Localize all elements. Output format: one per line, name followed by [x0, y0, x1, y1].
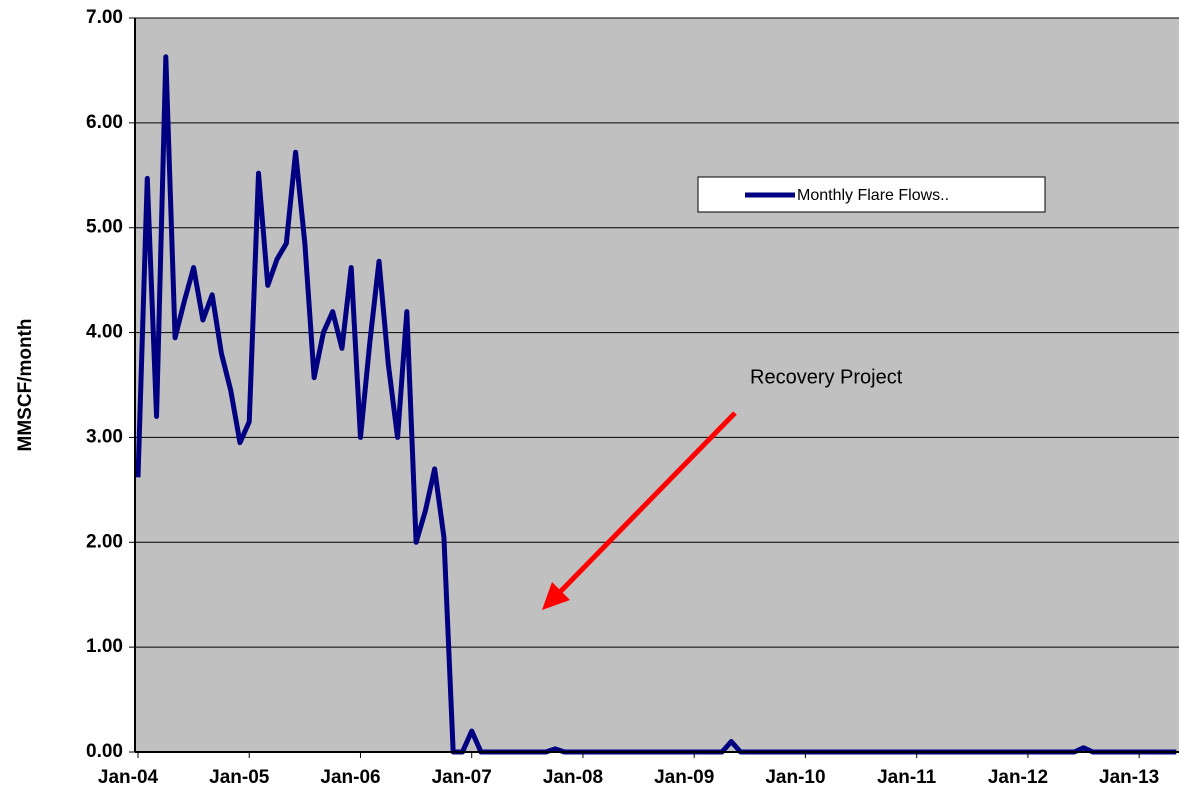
- annotation-arrow: [558, 411, 737, 594]
- legend-label: Monthly Flare Flows..: [797, 187, 949, 204]
- y-tick-label: 6.00: [86, 112, 123, 133]
- x-tick-label: Jan-06: [320, 767, 380, 788]
- y-tick-label: 4.00: [86, 322, 123, 343]
- y-tick-label: 3.00: [86, 426, 123, 447]
- y-axis-label: MMSCF/month: [15, 319, 36, 452]
- x-tick-label: Jan-08: [543, 767, 603, 788]
- x-tick-label: Jan-05: [209, 767, 270, 788]
- y-tick-label: 2.00: [86, 531, 123, 552]
- x-tick-label: Jan-10: [765, 767, 825, 788]
- plot-area: [135, 18, 1179, 752]
- x-tick-label: Jan-13: [1099, 767, 1159, 788]
- x-tick-label: Jan-07: [432, 767, 492, 788]
- y-tick-label: 5.00: [86, 217, 123, 238]
- x-tick-label: Jan-09: [654, 767, 714, 788]
- y-tick-label: 0.00: [86, 741, 123, 762]
- annotation: Recovery Project: [750, 366, 903, 388]
- x-tick-label: Jan-04: [98, 767, 159, 788]
- x-tick-label: Jan-12: [988, 767, 1048, 788]
- y-tick-label: 7.00: [86, 7, 123, 28]
- x-tick-label: Jan-11: [877, 767, 937, 788]
- annotation-arrowhead: [542, 582, 570, 610]
- y-tick-label: 1.00: [86, 636, 123, 657]
